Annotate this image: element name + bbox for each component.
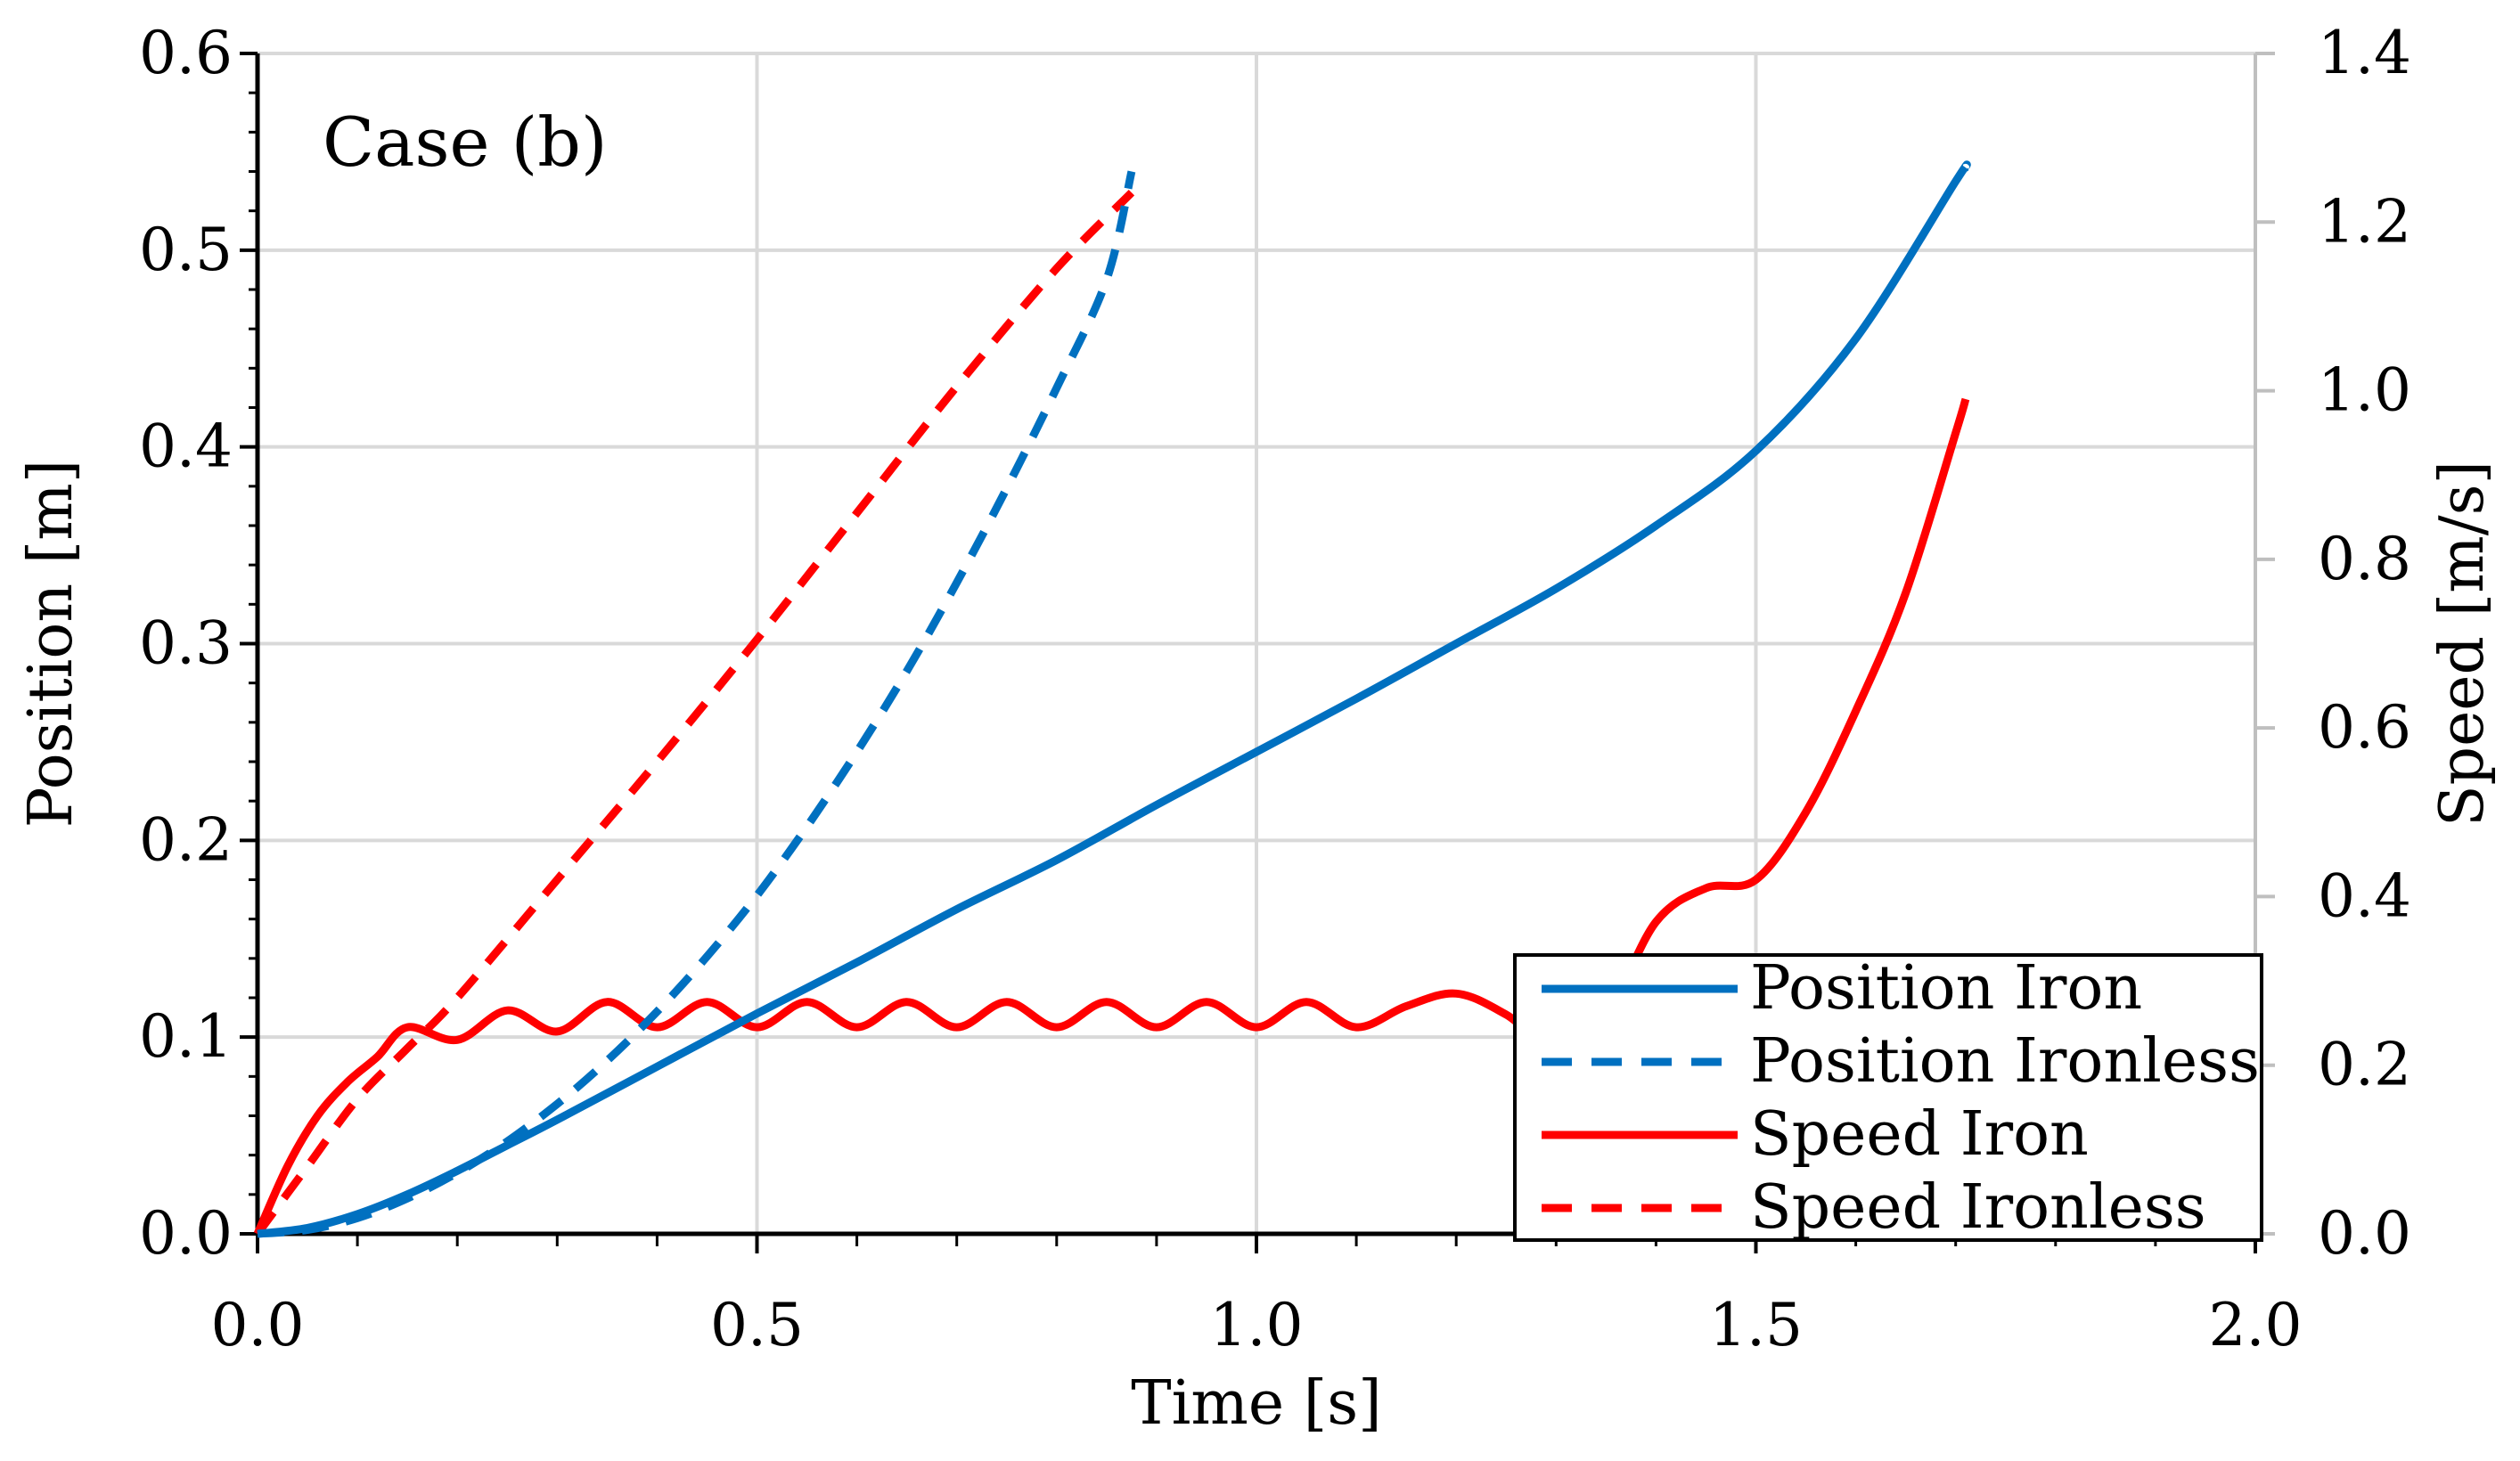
y2-axis-title: Speed [m/s] [2427,461,2498,827]
y2-tick-label-0.0: 0.0 [2318,1199,2411,1268]
y-tick-label-0.4: 0.4 [139,412,233,481]
x-tick-label-1.5: 1.5 [1709,1291,1803,1359]
series-line-speed-ironless [254,190,1135,1237]
x-axis-title: Time [s] [1131,1368,1381,1439]
y-tick-label-0.3: 0.3 [139,609,233,678]
y-axis-title: Position [m] [16,460,86,828]
y2-tick-label-1.2: 1.2 [2318,187,2411,256]
legend: Position Iron Position Ironless Speed Ir… [1513,953,2263,1243]
y-tick-label-0.5: 0.5 [139,216,233,284]
y2-tick-label-0.6: 0.6 [2318,693,2411,762]
y-tick-label-0.2: 0.2 [139,805,233,874]
y-tick-label-0.1: 0.1 [139,1002,233,1071]
legend-box [1513,953,2263,1242]
y2-tick-label-0.4: 0.4 [2318,861,2411,930]
tick-labels: 0.0 0.5 1.0 1.5 2.00.00.10.20.30.40.50.60.00… [139,19,2411,1359]
x-tick-label-0.5: 0.5 [710,1291,804,1359]
y2-tick-label-1.4: 1.4 [2318,19,2411,87]
x-tick-label-1.0: 1.0 [1210,1291,1304,1359]
y-tick-label-0.0: 0.0 [139,1199,233,1268]
legend-label-position-ironless: Position Ironless [1750,1026,2260,1097]
data-series [253,160,1971,1238]
x-tick-label-2.0: 2.0 [2209,1291,2303,1359]
y-tick-label-0.6: 0.6 [139,19,233,87]
y2-tick-label-0.8: 0.8 [2318,525,2411,593]
series-line-position-ironless [257,170,1136,1238]
legend-label-speed-ironless: Speed Ironless [1750,1172,2206,1243]
case-annotation: Case (b) [323,102,608,182]
y2-tick-label-0.2: 0.2 [2318,1031,2411,1099]
legend-label-position-iron: Position Iron [1750,953,2142,1024]
y2-tick-label-1.0: 1.0 [2318,356,2411,425]
x-tick-label-0.0: 0.0 [211,1291,305,1359]
series-line-speed-iron [253,397,1970,1236]
legend-label-speed-iron: Speed Iron [1750,1099,2089,1170]
